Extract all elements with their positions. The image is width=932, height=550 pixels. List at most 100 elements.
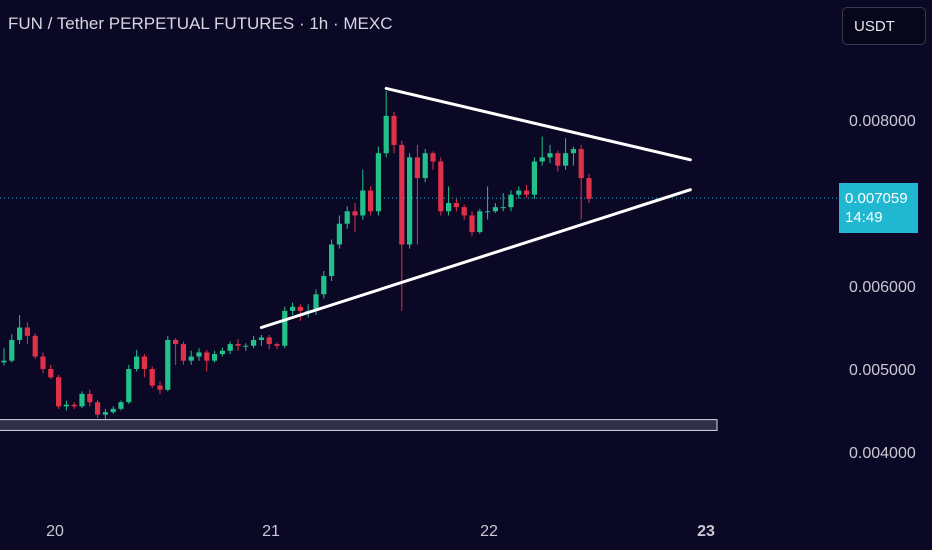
- candle-body: [110, 408, 116, 413]
- candle-body: [56, 377, 62, 407]
- candle-body: [407, 157, 413, 245]
- trendline: [259, 188, 692, 329]
- y-tick-label: 0.008000: [849, 113, 916, 130]
- candle-body: [134, 356, 140, 369]
- candle: [516, 186, 522, 199]
- candle-body: [446, 203, 452, 212]
- candle: [251, 335, 257, 349]
- candle: [235, 339, 241, 351]
- support-zone: [0, 419, 718, 431]
- candle-body: [141, 356, 147, 369]
- candle: [422, 149, 428, 183]
- candle: [188, 350, 194, 365]
- candle: [48, 364, 54, 379]
- candle-body: [375, 153, 381, 212]
- candle-body: [430, 153, 436, 162]
- candle-body: [118, 402, 124, 409]
- candle-body: [508, 194, 514, 208]
- candle: [219, 347, 225, 357]
- candle: [71, 402, 77, 409]
- candle: [274, 342, 280, 350]
- candle: [461, 204, 467, 220]
- candle: [118, 400, 124, 411]
- candle-body: [516, 190, 522, 195]
- candle: [243, 343, 249, 351]
- candle: [173, 338, 179, 365]
- candle-body: [586, 178, 592, 199]
- candle: [157, 381, 163, 394]
- candle: [469, 211, 475, 237]
- candle: [282, 306, 288, 349]
- candle-body: [24, 327, 30, 336]
- candle: [110, 406, 116, 414]
- candle-body: [282, 310, 288, 346]
- candle: [165, 335, 171, 392]
- candle-body: [453, 203, 459, 208]
- candle: [24, 322, 30, 345]
- y-tick-label: 0.006000: [849, 279, 916, 296]
- candle-body: [368, 190, 374, 212]
- candle-body: [243, 345, 249, 347]
- y-tick-label: 0.005000: [849, 362, 916, 379]
- candle: [258, 334, 264, 346]
- candle-body: [500, 207, 506, 209]
- bar-countdown: 14:49: [845, 209, 883, 226]
- candle-body: [165, 339, 171, 390]
- candle: [212, 350, 218, 363]
- candle-body: [539, 157, 545, 162]
- candle-body: [204, 352, 210, 361]
- candle: [95, 399, 101, 418]
- candle-body: [485, 211, 491, 213]
- candle: [344, 206, 350, 229]
- candle: [87, 389, 93, 407]
- last-price-value: 0.007059: [845, 190, 908, 207]
- candle-body: [399, 144, 405, 245]
- candle: [539, 136, 545, 166]
- candle: [336, 215, 342, 249]
- candle: [383, 90, 389, 158]
- candle: [1, 348, 7, 366]
- candle-body: [570, 149, 576, 154]
- candle-body: [102, 412, 108, 415]
- candle: [204, 349, 210, 372]
- candle-body: [438, 161, 444, 212]
- candle-body: [87, 393, 93, 403]
- candle: [40, 352, 46, 374]
- candle-body: [524, 190, 530, 195]
- candle-body: [173, 339, 179, 345]
- candle: [290, 302, 296, 316]
- candle-body: [547, 153, 553, 158]
- x-tick-label: 21: [262, 523, 280, 540]
- candle-body: [180, 344, 186, 361]
- candle-body: [414, 157, 420, 179]
- candle: [547, 144, 553, 164]
- candle: [297, 304, 303, 321]
- candle-body: [95, 402, 101, 415]
- candle-body: [40, 356, 46, 369]
- candle: [17, 315, 23, 345]
- candle-body: [360, 190, 366, 216]
- candle-body: [157, 385, 163, 390]
- candle: [399, 140, 405, 311]
- candle: [32, 333, 38, 360]
- candle-body: [297, 306, 303, 311]
- candle-body: [63, 404, 69, 407]
- last-price-label: 0.007059 14:49: [839, 183, 918, 233]
- candle-body: [212, 354, 218, 361]
- candle: [555, 150, 561, 172]
- candle: [531, 157, 537, 199]
- candle: [196, 348, 202, 361]
- candle: [321, 271, 327, 299]
- candle-body: [196, 352, 202, 357]
- candle: [391, 111, 397, 154]
- candle-body: [422, 153, 428, 179]
- currency-selector-button[interactable]: USDT: [842, 7, 926, 45]
- candle-body: [469, 215, 475, 233]
- candle: [508, 190, 514, 212]
- candle-body: [329, 244, 335, 277]
- candle: [586, 173, 592, 203]
- candle: [63, 400, 69, 411]
- candle: [352, 203, 358, 233]
- candle-body: [149, 369, 155, 386]
